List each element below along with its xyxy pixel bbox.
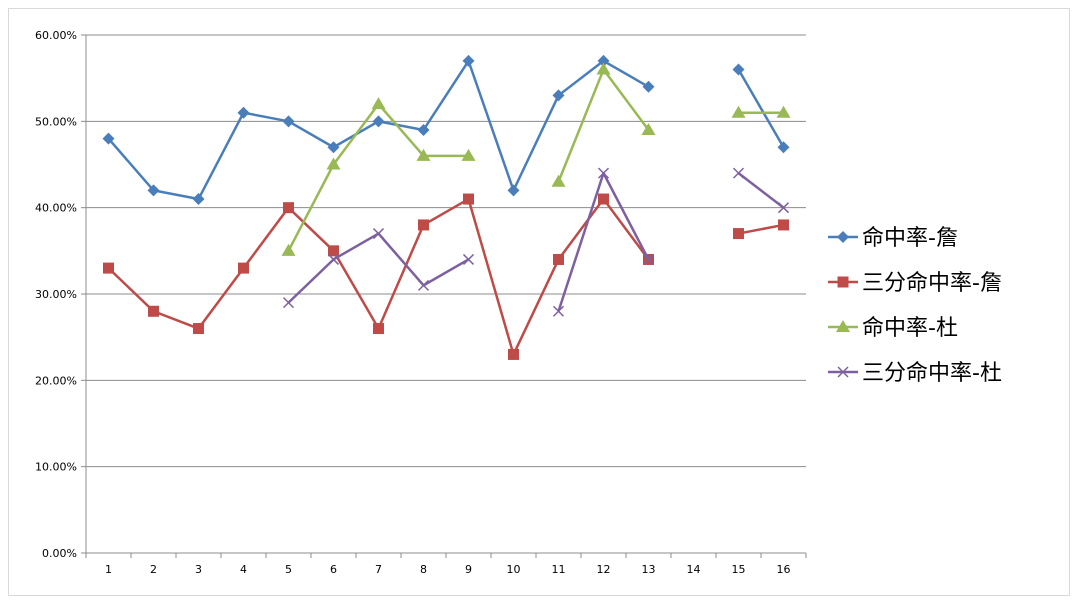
y-tick-label: 40.00% [35,202,77,215]
legend-marker [837,366,849,378]
y-tick-label: 50.00% [35,115,77,128]
legend-entry: 命中率-杜 [828,316,958,341]
data-point [372,115,385,128]
data-point [147,184,160,197]
data-point [417,123,430,136]
data-point [776,105,791,118]
data-point [372,228,385,240]
y-tick-label: 30.00% [35,288,77,301]
series-1 [102,54,790,206]
legend-label: 命中率-詹 [862,226,958,251]
data-point [553,253,564,265]
data-point [732,167,745,179]
x-tick-label: 16 [777,563,791,576]
data-point [416,148,431,161]
axes: 0.00% 10.00% 20.00% 30.00% 40.00% 50.00% 60.00… [35,29,807,576]
x-tick-label: 13 [642,563,656,576]
legend-label: 三分命中率-詹 [862,271,1002,296]
data-point [326,157,341,170]
x-tick-label: 6 [330,563,337,576]
gridlines [86,34,806,468]
series-4 [282,167,790,317]
legend-marker [836,320,850,332]
legend-marker [837,231,849,243]
data-point [327,253,340,265]
series-3 [281,62,791,256]
data-point [148,305,159,317]
x-tick-label: 1 [105,563,112,576]
data-point [508,348,519,360]
series-line [738,223,784,235]
data-point [327,141,340,154]
data-point [596,62,611,75]
data-point [463,193,474,205]
data-point [237,106,250,119]
y-tick-label: 10.00% [35,461,77,474]
legend-entry: 三分命中率-詹 [828,271,1002,296]
data-point [238,262,249,274]
data-point [373,323,384,335]
x-tick-label: 11 [552,563,566,576]
data-point [461,148,476,161]
data-point [283,202,294,214]
data-point [507,184,520,197]
data-point [598,193,609,205]
legend-entry: 命中率-詹 [828,226,958,251]
x-tick-label: 4 [240,563,247,576]
data-point [642,253,655,265]
x-tick-label: 3 [195,563,202,576]
data-point [733,228,744,240]
x-tick-label: 9 [465,563,472,576]
data-point [193,323,204,335]
data-point [281,243,296,256]
data-point [642,80,655,93]
data-point [328,245,339,257]
legend-marker [837,276,849,288]
data-point [597,54,610,67]
x-tick-label: 12 [597,563,611,576]
data-point [778,219,789,231]
data-point [192,193,205,206]
data-point [777,141,790,154]
y-tick-label: 0.00% [42,547,77,560]
data-point [462,54,475,67]
data-point [282,115,295,128]
series-group [102,54,791,360]
data-point [597,167,610,179]
data-point [103,262,114,274]
data-point [418,219,429,231]
legend-entry: 三分命中率-杜 [828,361,1002,386]
x-tick-label: 8 [420,563,427,576]
data-point [371,97,386,110]
data-point [731,105,746,118]
legend-label: 命中率-杜 [862,316,958,341]
data-point [777,202,790,214]
x-tick-label: 10 [507,563,521,576]
series-line [737,172,785,209]
legend-label: 三分命中率-杜 [862,361,1002,386]
data-point [282,297,295,309]
data-point [417,279,430,291]
data-point [552,305,565,317]
data-point [552,89,565,102]
series-line [737,68,785,148]
series-2 [103,193,789,360]
y-tick-label: 60.00% [35,29,77,42]
data-point [551,174,566,187]
series-line [107,59,650,201]
x-tick-label: 14 [687,563,701,576]
series-line [287,232,470,304]
data-point [102,132,115,145]
y-tick-label: 20.00% [35,374,77,387]
x-tick-label: 5 [285,563,292,576]
x-tick-label: 7 [375,563,382,576]
data-point [641,122,656,135]
data-point [732,63,745,76]
x-tick-label: 15 [732,563,746,576]
data-point [462,253,475,265]
x-tick-label: 2 [150,563,157,576]
